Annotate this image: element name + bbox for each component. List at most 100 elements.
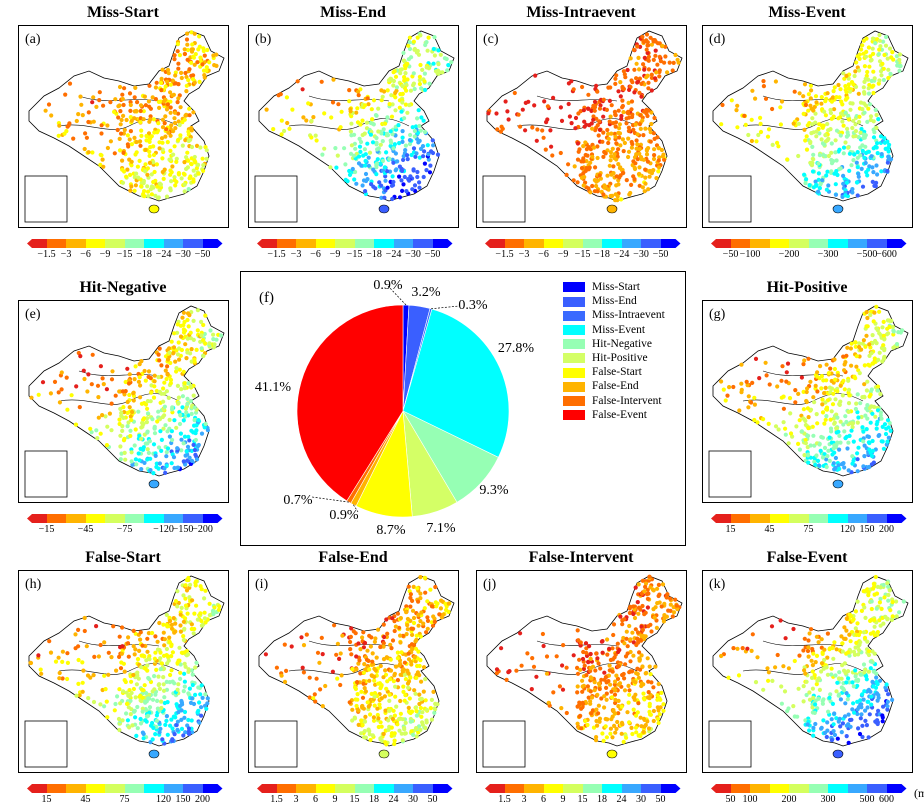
station-dot [394,704,399,709]
station-dot [877,678,883,683]
south-china-sea-inset [24,175,68,223]
station-dot [813,94,819,99]
station-dot [199,333,204,338]
station-dot [380,94,385,99]
station-dot [151,179,156,185]
station-dot [89,382,94,387]
station-dot [651,708,656,714]
station-dot [400,91,405,96]
station-dot [205,428,210,433]
station-dot [194,660,199,665]
station-dot [159,80,164,85]
station-dot [423,698,428,703]
china-map [24,30,225,223]
china-map [24,575,225,768]
station-dot [775,140,780,145]
station-dot [609,131,614,136]
station-dot [857,119,862,125]
station-dot [52,379,58,384]
station-dot [635,666,640,671]
station-dot [367,667,372,672]
station-dot [362,719,368,724]
station-dot [525,651,530,656]
station-dot [834,128,840,133]
station-dot [764,373,769,378]
station-dot [314,138,319,143]
station-dot [813,462,818,467]
station-dot [159,437,164,442]
station-dot [412,183,418,188]
station-dot [867,164,872,169]
station-dot [855,711,860,717]
station-dot [855,699,860,704]
station-dot [616,664,621,669]
station-dot [151,152,157,158]
station-dot [406,705,411,710]
station-dot [123,389,128,394]
station-dot [195,60,200,65]
country-outline [486,575,683,747]
station-dot [172,175,177,180]
station-dot [607,663,612,668]
station-dot [594,718,599,724]
station-dot [171,345,177,350]
station-dot [532,103,537,108]
station-dot [602,694,607,699]
station-dot [878,596,883,601]
station-dot [810,116,815,121]
station-dot [379,98,384,103]
station-dot [874,163,879,168]
colorbar-swatch [144,514,164,523]
station-dot [144,691,149,696]
colorbar-swatch [602,784,622,793]
station-dot [815,374,820,379]
station-dot [115,694,120,699]
station-dot [202,610,207,615]
station-dot [182,715,187,720]
station-dot [583,718,588,724]
station-dot [331,77,336,82]
station-dot [870,333,875,338]
station-dot [147,149,152,154]
station-dot [862,395,867,400]
station-dot [861,662,867,667]
station-dot [575,180,580,185]
station-dot [186,669,191,674]
station-dot [734,108,739,113]
station-dot [164,376,169,382]
station-dot [159,661,164,666]
station-dot [646,726,652,731]
station-dot [825,91,830,96]
station-dot [821,718,826,723]
station-dot [192,405,197,410]
station-dot [334,652,339,657]
station-dot [338,125,343,130]
station-dot [405,627,410,632]
station-dot [391,179,396,185]
station-dot [104,443,109,448]
station-dot [186,434,191,439]
station-dot [398,633,403,638]
station-dot [816,463,822,468]
station-dot [126,420,131,425]
map-panel: (i) [248,570,459,773]
colorbar-swatch [524,239,544,248]
station-dot [198,692,203,697]
station-dot [580,684,585,689]
station-dot [180,394,185,399]
station-dot [167,417,172,422]
station-dot [201,46,206,51]
station-dot [432,35,437,40]
station-dot [80,660,85,665]
station-dot [178,412,183,418]
station-dot [550,153,555,158]
station-dot [387,156,392,161]
colorbar-swatch [867,239,887,248]
station-dot [201,353,206,358]
station-dot [162,380,167,385]
colorbar-tick-label: −50 [194,249,211,260]
station-dot [192,62,197,67]
station-dot [174,366,179,371]
station-dot [152,674,157,679]
station-dot [125,424,130,429]
